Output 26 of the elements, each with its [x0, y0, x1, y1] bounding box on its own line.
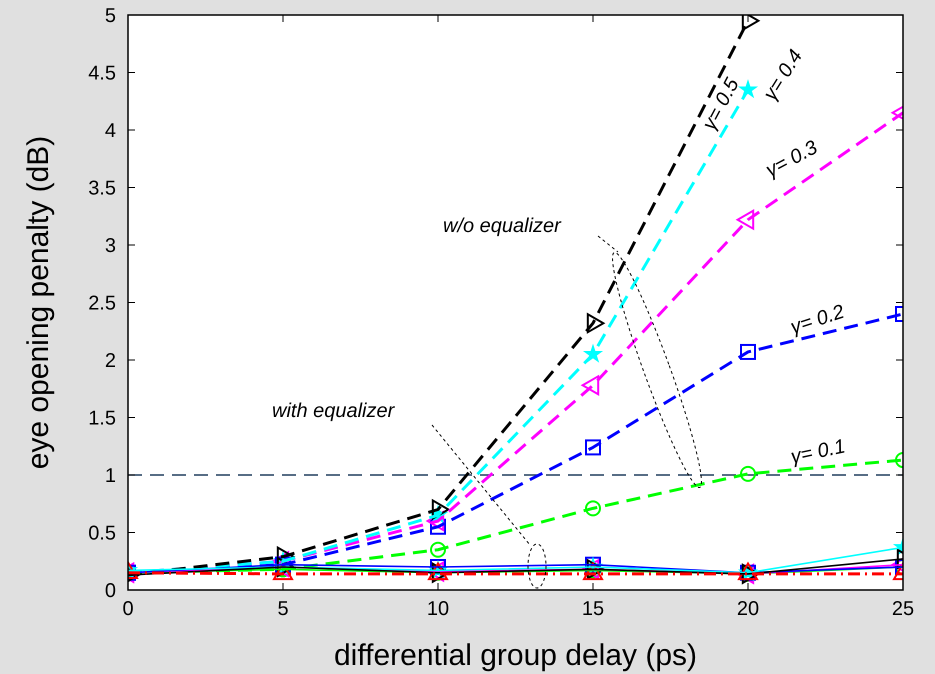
y-tick-label: 3.5: [88, 178, 116, 200]
annotation: γ= 0.1: [788, 435, 848, 468]
y-tick-label: 3: [104, 235, 116, 257]
x-tick-label: 25: [892, 598, 914, 620]
x-tick-label: 5: [277, 598, 289, 620]
annotation: with equalizer: [272, 400, 396, 422]
annotation: w/o equalizer: [443, 215, 562, 237]
annotation: γ= 0.2: [788, 300, 848, 339]
y-tick-label: 0: [104, 580, 116, 602]
y-tick-label: 1: [104, 465, 116, 487]
y-tick-label: 4: [104, 120, 116, 142]
y-tick-label: 1.5: [88, 408, 116, 430]
y-tick-label: 0.5: [88, 522, 116, 544]
x-tick-label: 15: [582, 598, 604, 620]
x-tick-label: 0: [122, 598, 134, 620]
y-tick-label: 2.5: [88, 292, 116, 314]
annotation: γ= 0.3: [762, 136, 822, 182]
x-tick-label: 10: [426, 598, 450, 620]
annotation: γ= 0.5: [698, 74, 744, 134]
x-tick-label: 20: [736, 598, 760, 620]
y-axis-title: eye opening penalty (dB): [22, 136, 55, 470]
x-axis-title: differential group delay (ps): [334, 639, 697, 672]
annotation: γ= 0.4: [759, 46, 808, 104]
y-tick-label: 2: [104, 350, 116, 372]
y-tick-label: 4.5: [88, 62, 116, 84]
y-tick-label: 5: [104, 5, 116, 27]
